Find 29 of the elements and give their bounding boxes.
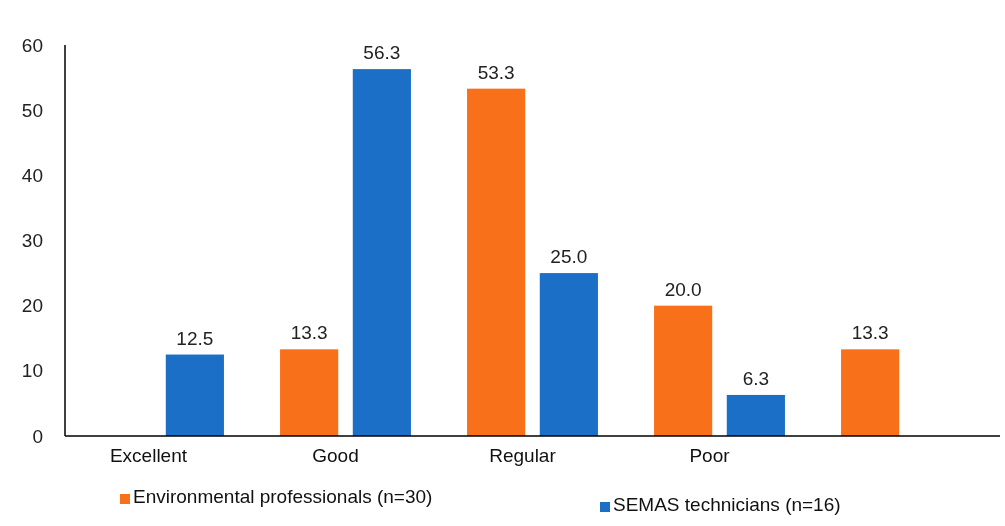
x-tick-label: Regular xyxy=(489,445,557,466)
y-tick-label: 10 xyxy=(21,360,43,382)
bar xyxy=(467,88,526,436)
data-label: 20.0 xyxy=(664,278,702,300)
data-label: 25.0 xyxy=(550,246,588,268)
bar xyxy=(654,305,713,436)
bar xyxy=(165,354,224,436)
bar xyxy=(280,349,339,436)
legend-label: SEMAS technicians (n=16) xyxy=(613,494,841,515)
y-tick-label: 40 xyxy=(21,164,43,186)
y-tick-label: 60 xyxy=(21,34,43,56)
data-label: 13.3 xyxy=(290,322,328,344)
data-label: 6.3 xyxy=(742,367,770,389)
x-tick-label: Excellent xyxy=(109,445,188,466)
bar xyxy=(539,273,598,436)
y-tick-label: 20 xyxy=(21,295,43,317)
bar xyxy=(841,349,900,436)
y-tick-label: 50 xyxy=(21,99,43,121)
x-tick-label: Good xyxy=(312,445,359,466)
bar xyxy=(352,69,411,436)
legend-label: Environmental professionals (n=30) xyxy=(133,486,433,507)
y-tick-label: 0 xyxy=(32,425,43,447)
y-tick-label: 30 xyxy=(21,230,43,252)
data-label: 56.3 xyxy=(363,42,401,64)
data-label: 13.3 xyxy=(851,322,889,344)
data-label: 12.5 xyxy=(176,327,214,349)
x-tick-label: Poor xyxy=(689,445,731,466)
data-label: 53.3 xyxy=(477,61,515,83)
bar xyxy=(726,394,785,436)
